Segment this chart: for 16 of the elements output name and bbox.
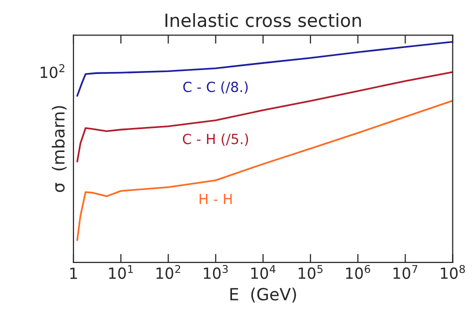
series-label: H - H <box>200 194 232 204</box>
x-tick-label: 10$^{8}$ <box>440 264 465 279</box>
x-tick-label: 1 <box>70 268 77 279</box>
x-tick-label: 10$^{4}$ <box>251 265 276 279</box>
x-tick-label: 10$^{5}$ <box>298 265 322 279</box>
x-tick-label: 10$^{3}$ <box>204 264 228 279</box>
x-axis-title: E (GeV) <box>230 288 296 302</box>
x-tick-label: 10$^{2}$ <box>156 264 180 279</box>
x-tick-label: 10$^{1}$ <box>109 265 133 279</box>
x-tick-label: 10$^{7}$ <box>394 265 418 279</box>
chart-title: Inelastic cross section <box>165 13 361 28</box>
x-tick-label: 10$^{6}$ <box>346 264 370 279</box>
series-label: C - H (/5.) <box>182 133 248 146</box>
text: 10$^{2}$ <box>40 64 64 78</box>
series-label: C - C (/8.) <box>183 81 248 94</box>
y-axis-title: σ (mbarn) <box>52 106 67 192</box>
